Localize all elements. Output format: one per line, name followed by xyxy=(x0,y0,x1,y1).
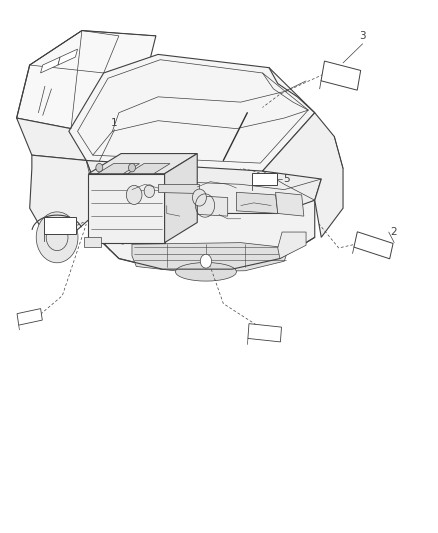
Polygon shape xyxy=(158,184,199,193)
Polygon shape xyxy=(69,54,315,171)
Text: 3: 3 xyxy=(359,31,366,41)
Polygon shape xyxy=(97,164,140,174)
Polygon shape xyxy=(237,192,278,214)
Text: 2: 2 xyxy=(390,227,396,237)
Polygon shape xyxy=(262,113,343,237)
Polygon shape xyxy=(132,243,289,272)
Polygon shape xyxy=(17,30,156,128)
Bar xyxy=(252,173,277,185)
Polygon shape xyxy=(41,57,60,73)
Circle shape xyxy=(126,185,142,205)
Bar xyxy=(321,61,360,90)
Text: 5: 5 xyxy=(283,174,290,184)
Polygon shape xyxy=(17,118,86,160)
Ellipse shape xyxy=(176,263,237,281)
Polygon shape xyxy=(86,155,321,221)
Circle shape xyxy=(96,164,103,172)
Circle shape xyxy=(36,212,78,263)
Circle shape xyxy=(144,185,155,198)
Bar xyxy=(44,217,77,234)
Circle shape xyxy=(200,254,212,268)
Polygon shape xyxy=(165,154,197,243)
Polygon shape xyxy=(88,174,165,243)
Text: 1: 1 xyxy=(111,118,118,128)
Polygon shape xyxy=(127,164,170,174)
Polygon shape xyxy=(84,237,102,247)
Circle shape xyxy=(128,164,135,172)
Polygon shape xyxy=(58,49,78,65)
Polygon shape xyxy=(276,192,304,216)
Polygon shape xyxy=(125,184,199,206)
Circle shape xyxy=(192,189,206,206)
Polygon shape xyxy=(278,232,306,259)
Polygon shape xyxy=(182,195,228,216)
Bar xyxy=(17,309,42,325)
Polygon shape xyxy=(88,154,197,174)
Polygon shape xyxy=(30,155,97,237)
Polygon shape xyxy=(93,200,315,269)
Bar xyxy=(354,232,393,259)
Bar xyxy=(248,324,282,342)
